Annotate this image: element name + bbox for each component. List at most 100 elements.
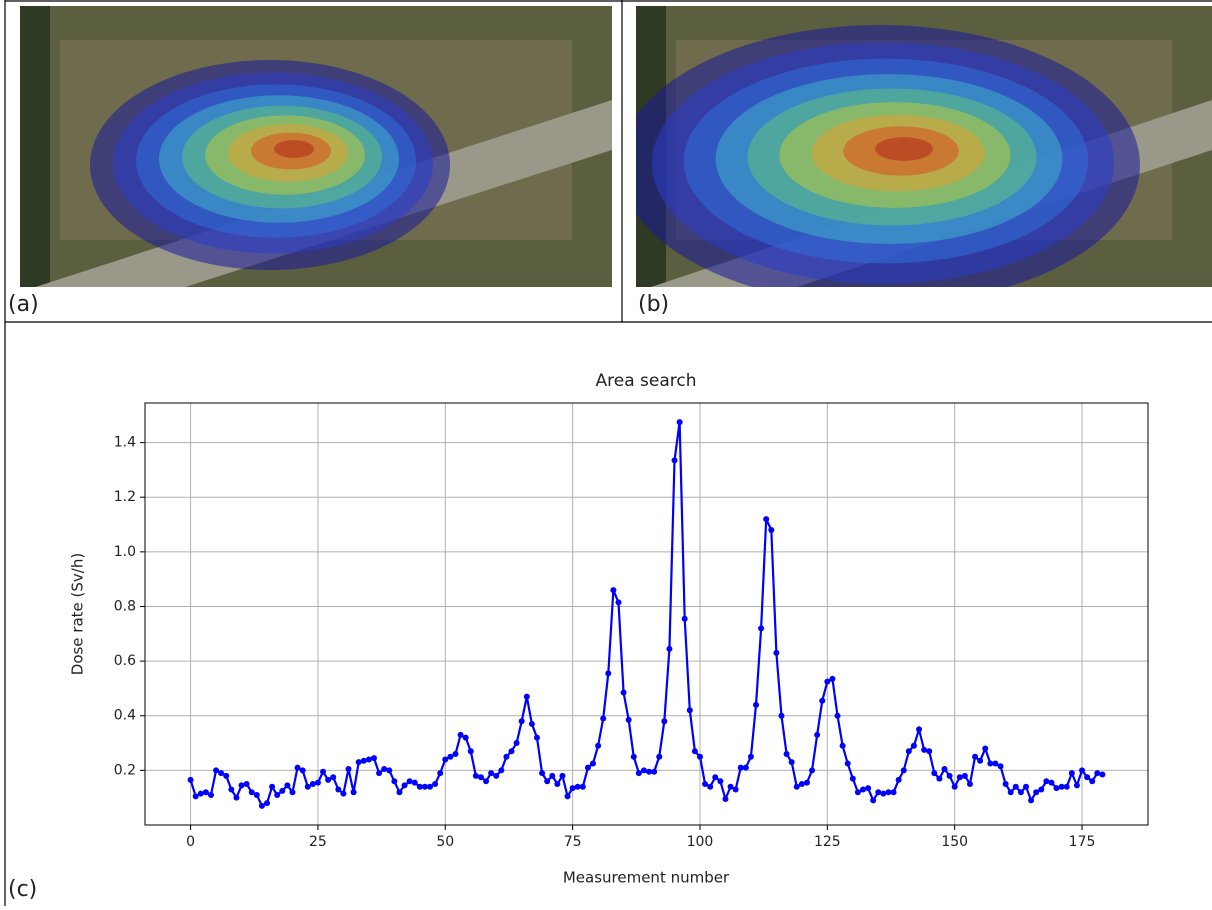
data-point <box>411 779 418 786</box>
plot-frame <box>144 402 1149 826</box>
data-point <box>865 785 872 792</box>
data-point <box>279 787 286 794</box>
y-tick-label: 1.4 <box>114 435 136 451</box>
data-point <box>269 783 276 790</box>
data-point <box>921 746 928 753</box>
data-point <box>977 757 984 764</box>
data-point <box>972 753 979 760</box>
data-point <box>854 789 861 796</box>
data-point <box>630 753 637 760</box>
data-point <box>243 781 250 788</box>
data-point <box>987 760 994 767</box>
data-point <box>467 748 474 755</box>
panel-label: (a) <box>8 292 39 317</box>
panel-label: (b) <box>638 292 669 317</box>
data-point <box>681 615 688 622</box>
data-point <box>579 783 586 790</box>
data-point <box>686 707 693 714</box>
data-point <box>289 789 296 796</box>
data-point <box>758 625 765 632</box>
data-point <box>747 753 754 760</box>
data-point <box>345 766 352 773</box>
data-point <box>304 783 311 790</box>
data-point <box>895 776 902 783</box>
data-point <box>635 770 642 777</box>
data-point <box>824 678 831 685</box>
data-point <box>890 789 897 796</box>
data-point <box>610 587 617 594</box>
data-point <box>931 770 938 777</box>
data-point <box>783 750 790 757</box>
data-point <box>228 786 235 793</box>
data-point <box>768 527 775 534</box>
data-point <box>1043 778 1050 785</box>
data-point <box>691 748 698 755</box>
data-point <box>544 778 551 785</box>
data-point <box>264 800 271 807</box>
data-point <box>620 689 627 696</box>
data-point <box>946 772 953 779</box>
data-point <box>966 781 973 788</box>
data-point <box>477 774 484 781</box>
data-point <box>666 645 673 652</box>
data-point <box>294 764 301 771</box>
data-point <box>819 697 826 704</box>
data-point <box>539 770 546 777</box>
data-point <box>625 716 632 723</box>
data-point <box>727 783 734 790</box>
data-point <box>982 745 989 752</box>
data-point <box>381 766 388 773</box>
data-point <box>834 712 841 719</box>
x-tick-label: 25 <box>309 834 327 850</box>
data-point <box>1033 789 1040 796</box>
data-point <box>656 753 663 760</box>
y-tick-label: 1.0 <box>114 544 136 560</box>
data-point <box>488 770 495 777</box>
data-point <box>370 755 377 762</box>
data-point <box>793 783 800 790</box>
data-point <box>207 791 214 798</box>
data-point <box>253 791 260 798</box>
data-point <box>961 772 968 779</box>
contour <box>274 140 314 158</box>
data-point <box>809 767 816 774</box>
data-point <box>187 776 194 783</box>
data-point <box>951 783 958 790</box>
chart-title: Area search <box>596 371 697 391</box>
data-point <box>584 764 591 771</box>
data-point <box>676 419 683 426</box>
data-point <box>457 731 464 738</box>
data-point <box>213 767 220 774</box>
data-point <box>442 756 449 763</box>
data-point <box>717 778 724 785</box>
data-point <box>386 767 393 774</box>
data-point <box>1058 783 1065 790</box>
data-point <box>258 802 265 809</box>
data-point <box>829 675 836 682</box>
data-point <box>870 797 877 804</box>
data-point <box>498 767 505 774</box>
data-point <box>900 767 907 774</box>
x-axis-label: Measurement number <box>563 869 730 887</box>
data-point <box>885 789 892 796</box>
data-point <box>798 781 805 788</box>
data-point <box>910 742 917 749</box>
y-tick-label: 0.6 <box>114 653 136 669</box>
data-point <box>880 790 887 797</box>
data-point <box>376 770 383 777</box>
data-point <box>330 774 337 781</box>
data-point <box>859 786 866 793</box>
data-point <box>926 748 933 755</box>
x-tick-label: 150 <box>941 834 968 850</box>
y-tick-label: 0.2 <box>114 762 136 778</box>
data-point <box>365 756 372 763</box>
data-point <box>605 670 612 677</box>
data-point <box>1089 778 1096 785</box>
data-point <box>192 793 199 800</box>
data-point <box>844 760 851 767</box>
heatmap-image-b <box>636 6 1212 287</box>
y-axis-label: Dose rate (Sv/h) <box>69 553 87 675</box>
data-point <box>406 778 413 785</box>
data-point <box>651 768 658 775</box>
